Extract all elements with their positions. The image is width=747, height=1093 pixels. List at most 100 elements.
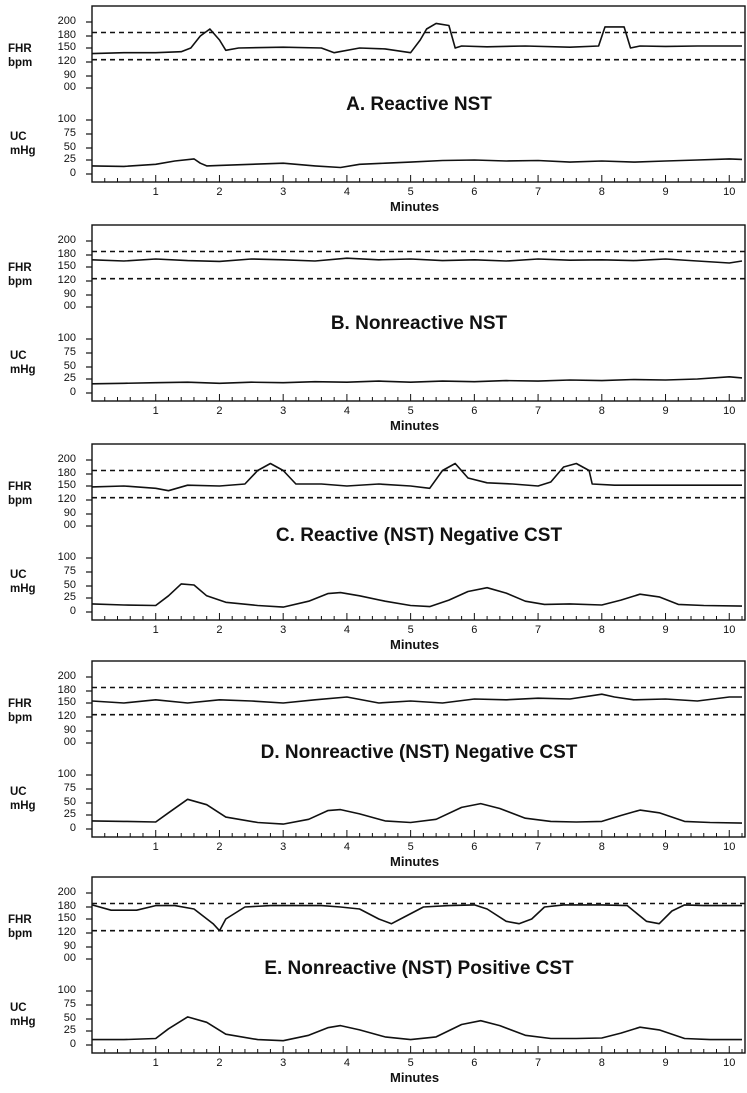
fhr-axis-label-line: bpm xyxy=(8,57,33,69)
fhr-trace xyxy=(91,693,742,704)
panel-title: B. Nonreactive NST xyxy=(330,313,508,334)
uc-trace xyxy=(91,158,743,169)
x-tick-label: 5 xyxy=(407,186,414,198)
fhr-tick-label: 200 xyxy=(57,453,76,465)
uc-axis-label-line: mHg xyxy=(10,583,36,595)
fhr-trace xyxy=(91,904,742,932)
fhr-tick-label: 180 xyxy=(57,248,76,260)
uc-axis-label-line: mHg xyxy=(10,1016,36,1028)
fhr-axis-label-line: FHR xyxy=(8,262,32,274)
strip-chart-svg xyxy=(86,443,746,621)
uc-tick-label: 100 xyxy=(57,113,76,125)
uc-tick-label: 25 xyxy=(63,153,76,165)
x-tick-label: 7 xyxy=(535,405,542,417)
uc-axis-label: UC mHg xyxy=(10,349,36,377)
uc-tick-label: 0 xyxy=(69,386,76,398)
uc-tick-label: 0 xyxy=(69,167,76,179)
uc-tick-label: 75 xyxy=(63,782,76,794)
fhr-axis-label: FHR bpm xyxy=(8,913,32,941)
x-tick-label: 3 xyxy=(280,186,287,198)
fhr-tick-label: 180 xyxy=(57,29,76,41)
fhr-tick-label: 90 xyxy=(63,507,76,519)
x-tick-label: 2 xyxy=(216,186,223,198)
x-tick-label: 7 xyxy=(535,624,542,636)
uc-tick-label: 50 xyxy=(63,796,76,808)
x-tick-label: 3 xyxy=(280,405,287,417)
uc-tick-label: 0 xyxy=(69,822,76,834)
fhr-axis-label-line: FHR xyxy=(8,914,32,926)
fhr-tick-label: 90 xyxy=(63,288,76,300)
fhr-axis-label-line: bpm xyxy=(8,712,33,724)
x-tick-label: 1 xyxy=(152,1057,159,1069)
x-tick-label: 10 xyxy=(723,405,736,417)
uc-tick-label: 100 xyxy=(57,551,76,563)
x-axis-label: Minutes xyxy=(390,418,440,433)
uc-tick-label: 50 xyxy=(63,360,76,372)
fhr-tick-label: 120 xyxy=(57,274,76,286)
fhr-axis-label-line: bpm xyxy=(8,276,33,288)
fhr-tick-label: 150 xyxy=(57,260,76,272)
uc-tick-label: 25 xyxy=(63,591,76,603)
uc-trace xyxy=(92,1016,742,1042)
x-tick-label: 4 xyxy=(343,841,350,853)
x-tick-label: 6 xyxy=(471,624,478,636)
strip-panel: E. Nonreactive (NST) Positive CST FHR bpm U… xyxy=(0,873,747,1091)
uc-tick-label: 100 xyxy=(57,768,76,780)
x-tick-label: 3 xyxy=(280,1057,287,1069)
x-tick-label: 5 xyxy=(407,405,414,417)
plot-frame xyxy=(91,5,746,183)
fhr-axis-label: FHR bpm xyxy=(8,261,32,289)
plot-frame xyxy=(91,443,746,621)
x-tick-label: 10 xyxy=(723,1057,736,1069)
x-tick-label: 10 xyxy=(723,186,736,198)
uc-axis-label: UC mHg xyxy=(10,1001,36,1029)
strip-panel: C. Reactive (NST) Negative CST FHR bpm UC mH… xyxy=(0,440,747,658)
fhr-tick-label: 180 xyxy=(57,900,76,912)
x-tick-label: 2 xyxy=(216,405,223,417)
x-tick-label: 8 xyxy=(598,841,605,853)
plot-frame xyxy=(91,876,746,1054)
x-tick-label: 9 xyxy=(662,186,669,198)
x-tick-label: 8 xyxy=(598,1057,605,1069)
x-tick-label: 7 xyxy=(535,1057,542,1069)
panel-title: C. Reactive (NST) Negative CST xyxy=(275,525,563,546)
x-tick-label: 4 xyxy=(343,186,350,198)
fhr-axis-label: FHR bpm xyxy=(8,42,32,70)
x-tick-label: 2 xyxy=(216,624,223,636)
x-tick-label: 6 xyxy=(471,405,478,417)
x-tick-label: 5 xyxy=(407,624,414,636)
uc-tick-label: 75 xyxy=(63,998,76,1010)
strip-panel: B. Nonreactive NST FHR bpm UC mHg 2 00 180 150 12… xyxy=(0,221,747,439)
uc-tick-label: 0 xyxy=(69,1038,76,1050)
fhr-tick-label: 200 xyxy=(57,886,76,898)
x-tick-label: 5 xyxy=(407,1057,414,1069)
x-tick-label: 9 xyxy=(662,1057,669,1069)
plot-frame xyxy=(91,660,746,838)
fhr-axis-label-line: bpm xyxy=(8,495,33,507)
fhr-tick-label: 120 xyxy=(57,926,76,938)
strip-panel: A. Reactive NST FHR bpm UC mHg 200 180 150 120 90… xyxy=(0,2,747,220)
x-tick-label: 8 xyxy=(598,405,605,417)
x-tick-label: 1 xyxy=(152,186,159,198)
fhr-tick-label: 200 xyxy=(57,15,76,27)
x-tick-label: 10 xyxy=(723,624,736,636)
uc-tick-label: 100 xyxy=(57,984,76,996)
fhr-tick-label: 00 xyxy=(63,300,76,312)
fhr-tick-label: 180 xyxy=(57,467,76,479)
uc-axis-label-line: mHg xyxy=(10,800,36,812)
x-tick-label: 7 xyxy=(535,186,542,198)
x-tick-label: 9 xyxy=(662,405,669,417)
uc-axis-label: UC mHg xyxy=(10,568,36,596)
x-tick-label: 3 xyxy=(280,624,287,636)
x-tick-label: 6 xyxy=(471,841,478,853)
uc-tick-label: 25 xyxy=(63,372,76,384)
x-tick-label: 1 xyxy=(152,624,159,636)
x-tick-label: 9 xyxy=(662,841,669,853)
plot-frame xyxy=(91,224,746,402)
x-tick-label: 2 xyxy=(216,841,223,853)
uc-tick-label: 0 xyxy=(69,605,76,617)
panel-title: E. Nonreactive (NST) Positive CST xyxy=(264,958,574,979)
uc-axis-label-line: UC xyxy=(10,786,27,798)
uc-tick-label: 50 xyxy=(63,141,76,153)
strip-chart-svg xyxy=(86,660,746,838)
